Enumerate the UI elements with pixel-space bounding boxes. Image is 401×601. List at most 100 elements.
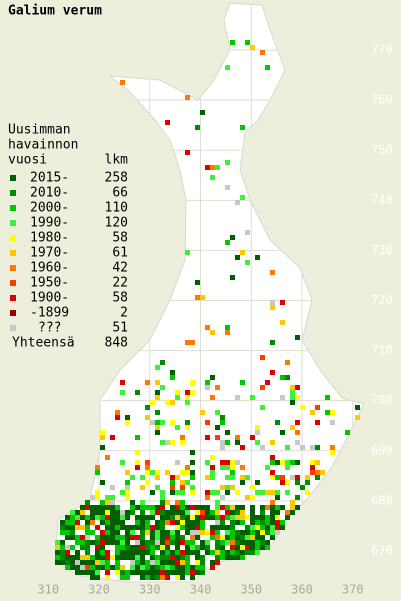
- observation-square: [205, 505, 210, 510]
- observation-square: [160, 385, 165, 390]
- observation-square: [170, 515, 175, 520]
- legend-swatch: [10, 295, 16, 301]
- observation-square: [125, 550, 130, 555]
- observation-square: [145, 515, 150, 520]
- observation-square: [250, 540, 255, 545]
- observation-square: [65, 520, 70, 525]
- observation-square: [170, 550, 175, 555]
- observation-square: [180, 505, 185, 510]
- observation-square: [190, 540, 195, 545]
- observation-square: [255, 425, 260, 430]
- observation-square: [175, 570, 180, 575]
- observation-square: [180, 500, 185, 505]
- observation-square: [175, 475, 180, 480]
- observation-square: [105, 550, 110, 555]
- observation-square: [115, 545, 120, 550]
- observation-square: [190, 565, 195, 570]
- observation-square: [95, 505, 100, 510]
- observation-square: [230, 530, 235, 535]
- observation-square: [105, 500, 110, 505]
- observation-square: [185, 550, 190, 555]
- observation-square: [255, 480, 260, 485]
- observation-square: [265, 540, 270, 545]
- observation-square: [205, 515, 210, 520]
- observation-square: [250, 435, 255, 440]
- observation-square: [170, 520, 175, 525]
- observation-square: [215, 165, 220, 170]
- observation-square: [190, 380, 195, 385]
- observation-square: [250, 485, 255, 490]
- observation-square: [135, 555, 140, 560]
- observation-square: [155, 380, 160, 385]
- observation-square: [140, 570, 145, 575]
- observation-square: [145, 460, 150, 465]
- observation-square: [285, 515, 290, 520]
- observation-square: [135, 435, 140, 440]
- observation-square: [230, 520, 235, 525]
- observation-square: [100, 480, 105, 485]
- observation-square: [330, 445, 335, 450]
- observation-square: [210, 535, 215, 540]
- observation-square: [205, 460, 210, 465]
- observation-square: [310, 465, 315, 470]
- observation-square: [180, 525, 185, 530]
- observation-square: [285, 360, 290, 365]
- observation-square: [260, 520, 265, 525]
- y-tick-label: 750: [371, 143, 393, 157]
- observation-square: [210, 175, 215, 180]
- observation-square: [165, 570, 170, 575]
- observation-square: [265, 525, 270, 530]
- observation-square: [185, 560, 190, 565]
- observation-square: [235, 395, 240, 400]
- observation-square: [190, 390, 195, 395]
- title: Galium verum: [8, 4, 102, 19]
- observation-square: [215, 490, 220, 495]
- observation-square: [285, 490, 290, 495]
- observation-square: [225, 460, 230, 465]
- observation-square: [215, 520, 220, 525]
- observation-square: [235, 515, 240, 520]
- observation-square: [235, 520, 240, 525]
- observation-square: [65, 530, 70, 535]
- observation-square: [225, 65, 230, 70]
- observation-square: [140, 530, 145, 535]
- observation-square: [200, 555, 205, 560]
- observation-square: [255, 530, 260, 535]
- observation-square: [245, 545, 250, 550]
- observation-square: [225, 325, 230, 330]
- observation-square: [260, 525, 265, 530]
- observation-square: [215, 410, 220, 415]
- observation-square: [180, 440, 185, 445]
- observation-square: [245, 550, 250, 555]
- observation-square: [170, 440, 175, 445]
- observation-square: [90, 530, 95, 535]
- observation-square: [115, 565, 120, 570]
- observation-square: [190, 525, 195, 530]
- observation-square: [295, 440, 300, 445]
- observation-square: [250, 510, 255, 515]
- observation-square: [170, 420, 175, 425]
- observation-square: [215, 530, 220, 535]
- observation-square: [145, 415, 150, 420]
- observation-square: [125, 545, 130, 550]
- observation-square: [105, 510, 110, 515]
- observation-square: [95, 540, 100, 545]
- observation-square: [265, 65, 270, 70]
- observation-square: [170, 570, 175, 575]
- observation-square: [205, 495, 210, 500]
- observation-square: [110, 505, 115, 510]
- observation-square: [155, 575, 160, 580]
- observation-square: [200, 545, 205, 550]
- observation-square: [285, 460, 290, 465]
- observation-square: [155, 555, 160, 560]
- observation-square: [280, 480, 285, 485]
- observation-square: [205, 325, 210, 330]
- observation-square: [180, 515, 185, 520]
- observation-square: [230, 235, 235, 240]
- observation-square: [290, 390, 295, 395]
- observation-square: [275, 490, 280, 495]
- observation-square: [205, 380, 210, 385]
- observation-square: [120, 575, 125, 580]
- observation-square: [270, 370, 275, 375]
- observation-square: [85, 545, 90, 550]
